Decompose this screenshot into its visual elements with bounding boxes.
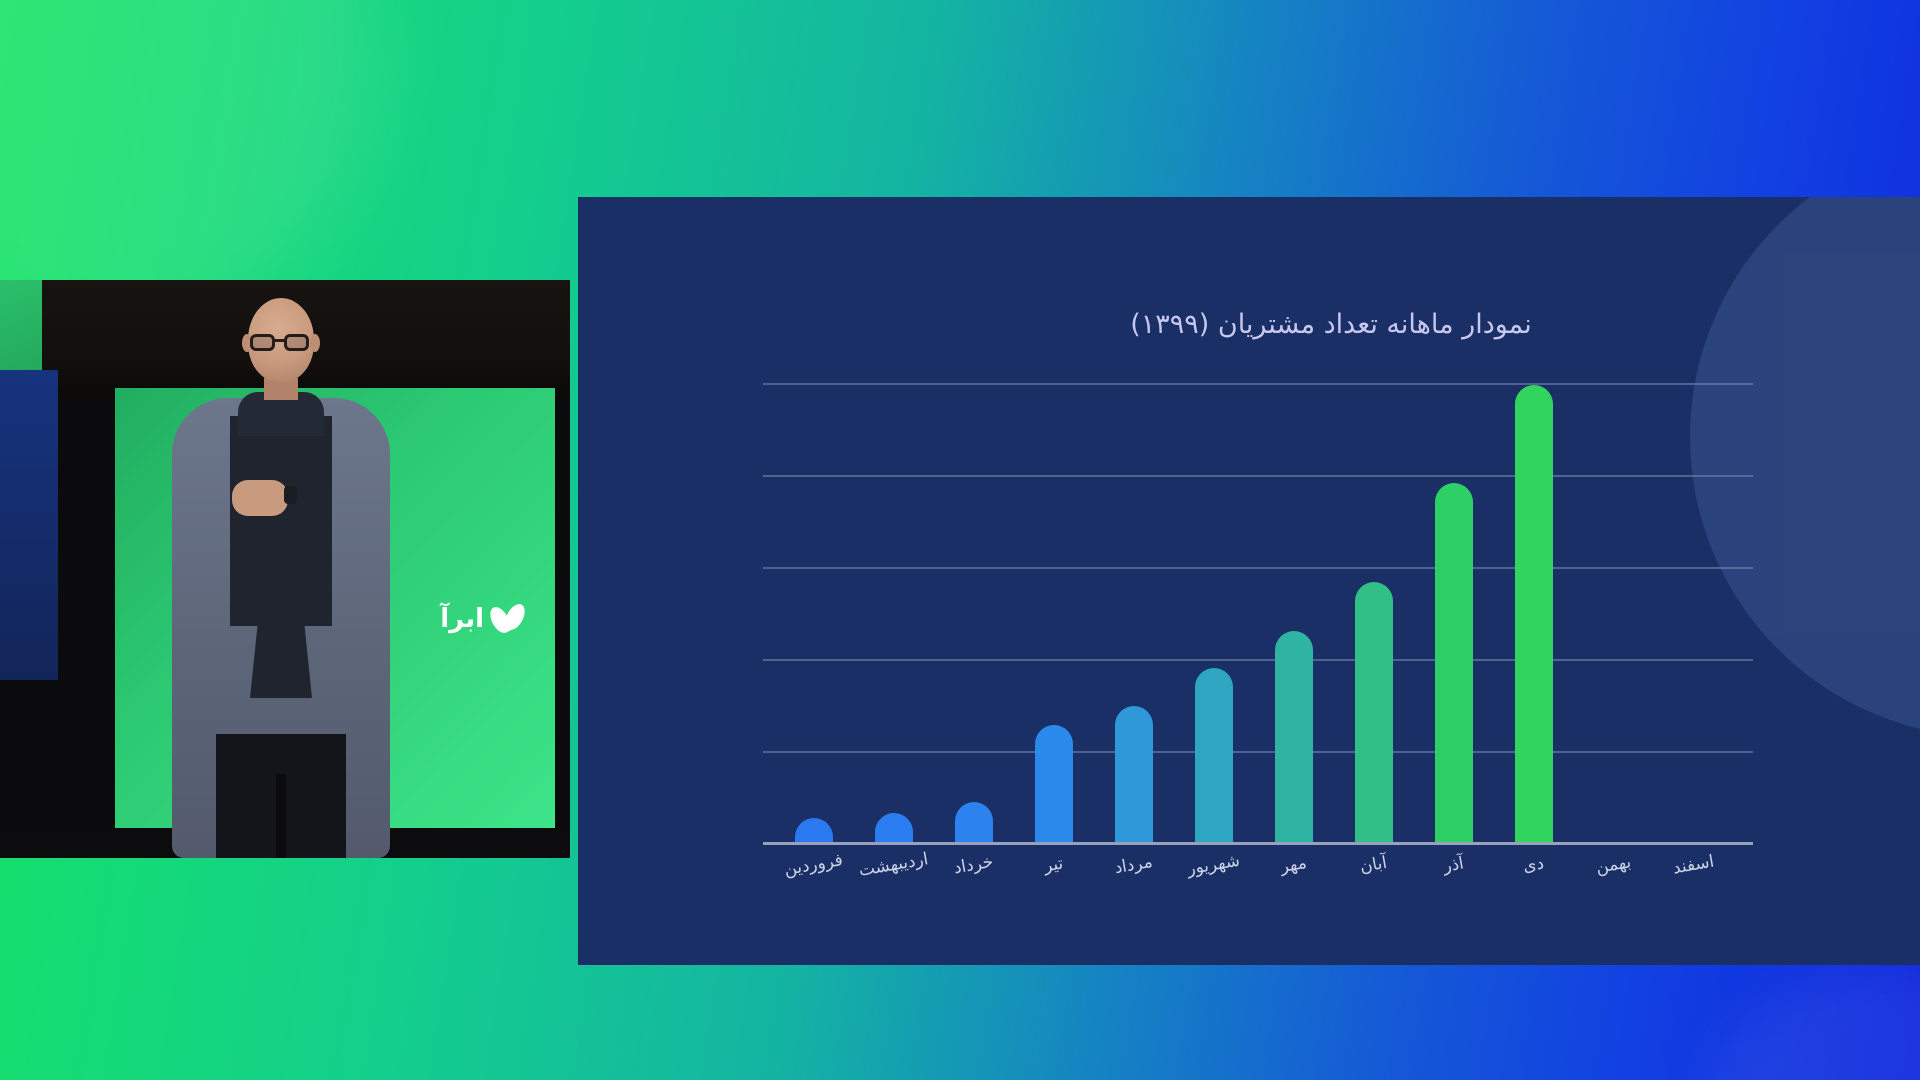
chart-bar <box>1035 725 1073 842</box>
gridline <box>763 475 1753 477</box>
chart-bar <box>1515 385 1553 842</box>
x-axis-labels: فروردین اردیبهشت خرداد تیر مرداد شهریور مهر آبا… <box>763 849 1753 913</box>
gridline <box>763 383 1753 385</box>
speaker-sweater <box>230 416 332 626</box>
slide-panel: نمودار ماهانه تعداد مشتریان (۱۳۹۹) فرورد… <box>578 197 1920 965</box>
arvan-heart-logo-icon <box>486 598 529 638</box>
chart-bar <box>1115 706 1153 842</box>
speaker-glasses <box>250 334 312 352</box>
gridline <box>763 659 1753 661</box>
chart-bar <box>955 802 993 842</box>
speaker <box>150 294 420 858</box>
chart-bar <box>1275 631 1313 842</box>
plot-area <box>763 383 1753 845</box>
gridline <box>763 567 1753 569</box>
speaker-watch <box>284 486 297 504</box>
x-axis-line <box>763 842 1753 845</box>
gridline <box>763 751 1753 753</box>
chart-bar <box>1435 483 1473 842</box>
chart-bar <box>875 813 913 842</box>
chart-title: نمودار ماهانه تعداد مشتریان (۱۳۹۹) <box>1130 309 1532 340</box>
arvan-logo: ابرآ <box>424 596 532 644</box>
speaker-hands <box>232 480 288 516</box>
chart-bar <box>1355 582 1393 842</box>
arvan-logo-text: ابرآ <box>440 604 484 634</box>
stage-green-sliver <box>0 280 42 372</box>
chart-bar <box>795 818 833 842</box>
background-glow-bottomright <box>1700 960 1920 1080</box>
speaker-photo: ابرآ <box>0 280 570 858</box>
stage-side-screen <box>0 370 58 680</box>
speaker-pants <box>216 734 346 858</box>
chart-bar <box>1195 668 1233 842</box>
